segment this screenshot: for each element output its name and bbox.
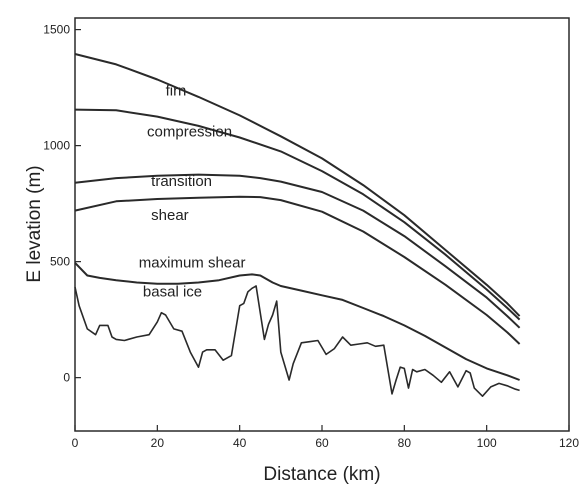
x-tick-label: 60 xyxy=(315,436,329,450)
compression-boundary-line xyxy=(74,108,521,321)
x-tick-label: 0 xyxy=(72,436,79,450)
firn-surface-line xyxy=(74,53,521,317)
transition-boundary-line xyxy=(74,173,521,329)
layer-label: maximum shear xyxy=(139,254,246,271)
y-tick-label: 1000 xyxy=(43,139,70,153)
layer-label: transition xyxy=(151,173,212,190)
maximum-shear-boundary-line xyxy=(74,262,520,381)
tick-marks xyxy=(74,29,570,431)
layer-label: shear xyxy=(151,207,189,224)
x-axis-label: Distance (km) xyxy=(263,464,380,485)
layer-label: compression xyxy=(147,123,232,140)
bed-line xyxy=(74,285,520,397)
x-tick-label: 100 xyxy=(477,436,497,450)
x-tick-label: 120 xyxy=(559,436,579,450)
x-tick-label: 80 xyxy=(398,436,412,450)
y-tick-label: 1500 xyxy=(43,23,70,37)
plot-frame xyxy=(74,17,570,432)
shear-boundary-line xyxy=(74,195,521,345)
layer-label: firn xyxy=(166,83,187,100)
annotation-layer: firn compression transition shear maximum sh… xyxy=(139,83,246,301)
y-tick-label: 0 xyxy=(63,371,70,385)
series-layer xyxy=(74,53,521,397)
layer-label: basal ice xyxy=(143,283,202,300)
y-axis-label: E levation (m) xyxy=(24,165,45,282)
y-tick-label: 500 xyxy=(50,255,70,269)
x-tick-label: 20 xyxy=(151,436,165,450)
x-tick-label: 40 xyxy=(233,436,247,450)
tick-labels: 0 20 40 60 80 100 120 0 500 1000 1500 xyxy=(43,23,579,450)
